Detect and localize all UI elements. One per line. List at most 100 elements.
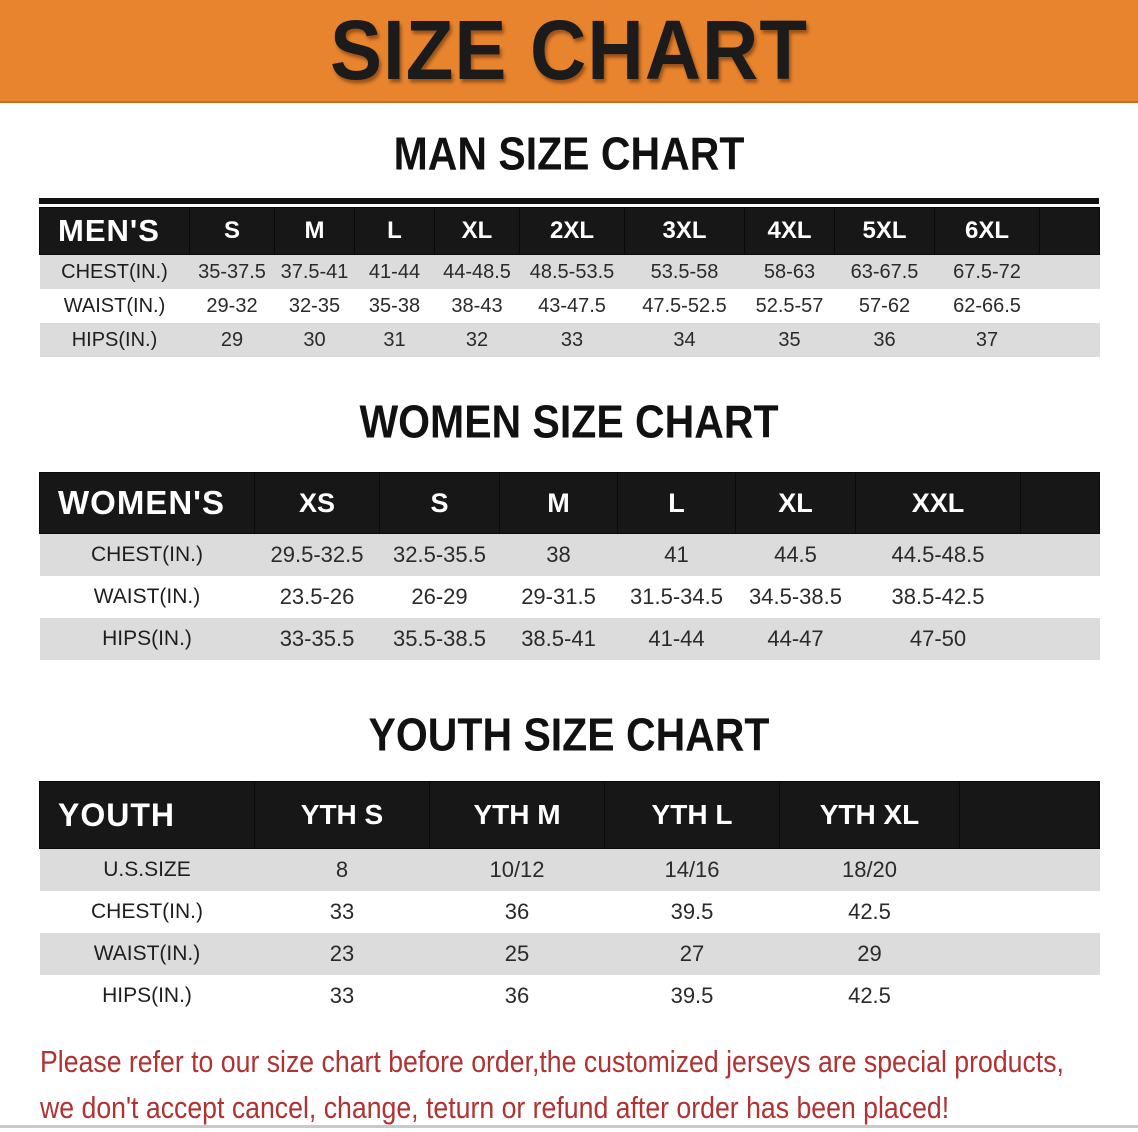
table-group-label: YOUTH bbox=[39, 781, 255, 849]
size-value-cell: 32.5-35.5 bbox=[393, 542, 486, 567]
size-value-cell: 44.5 bbox=[774, 542, 817, 567]
size-value-cell: 33 bbox=[329, 899, 355, 924]
measure-row-label: CHEST(IN.) bbox=[91, 543, 203, 566]
size-value-cell: 41 bbox=[664, 542, 689, 567]
size-column-header: 6XL bbox=[934, 207, 1040, 255]
size-value-cell: 10/12 bbox=[489, 857, 545, 882]
size-column-header: YTH M bbox=[429, 781, 605, 849]
size-value-cell: 26-29 bbox=[411, 584, 468, 609]
size-column-header: XL bbox=[735, 472, 856, 534]
size-column-header: M bbox=[499, 472, 618, 534]
women-section-heading: WOMEN SIZE CHART bbox=[0, 396, 1138, 448]
size-value-cell: 47.5-52.5 bbox=[642, 294, 727, 317]
table-row: CHEST(IN.) 33 36 39.5 42.5 bbox=[39, 891, 1100, 933]
women-section-heading-text: WOMEN SIZE CHART bbox=[359, 396, 779, 448]
men-header-row: MEN'S S M L XL 2XL 3XL 4XL 5XL 6XL bbox=[39, 207, 1100, 255]
size-column-header: YTH S bbox=[254, 781, 430, 849]
row-filler-cell bbox=[960, 849, 1100, 892]
size-value-cell: 39.5 bbox=[670, 983, 714, 1008]
size-value-cell: 32 bbox=[465, 328, 489, 351]
size-value-cell: 63-67.5 bbox=[850, 260, 919, 283]
table-group-label: WOMEN'S bbox=[39, 472, 255, 534]
size-value-cell: 18/20 bbox=[841, 857, 898, 882]
row-filler-cell bbox=[960, 933, 1100, 975]
table-row: CHEST(IN.) 35-37.5 37.5-41 41-44 44-48.5 48.5… bbox=[39, 254, 1100, 289]
size-value-cell: 29 bbox=[220, 328, 244, 351]
women-size-table: WOMEN'S XS S M L XL XXL CHEST(IN.) 29.5-32.5 32.… bbox=[39, 472, 1100, 660]
size-chart-banner: SIZE CHART bbox=[0, 0, 1138, 103]
youth-section-heading: YOUTH SIZE CHART bbox=[0, 709, 1138, 761]
size-value-cell: 33-35.5 bbox=[279, 626, 355, 651]
measure-row-label: CHEST(IN.) bbox=[61, 260, 168, 283]
size-column-header: YTH XL bbox=[779, 781, 960, 849]
size-column-header: XXL bbox=[855, 472, 1021, 534]
size-value-cell: 35 bbox=[778, 328, 801, 351]
size-value-cell: 42.5 bbox=[848, 983, 891, 1008]
size-value-cell: 29-31.5 bbox=[521, 584, 596, 609]
size-value-cell: 35-37.5 bbox=[198, 260, 266, 283]
row-filler-cell bbox=[1040, 323, 1100, 357]
table-row: HIPS(IN.) 29 30 31 32 33 34 35 36 37 bbox=[39, 323, 1100, 357]
youth-size-table: YOUTH YTH S YTH M YTH L YTH XL U.S.SIZE 8 10/1… bbox=[39, 781, 1100, 1017]
disclaimer-line-1: Please refer to our size chart before or… bbox=[40, 1044, 1064, 1079]
size-value-cell: 47-50 bbox=[909, 626, 967, 651]
measure-row-label: HIPS(IN.) bbox=[102, 627, 192, 650]
size-column-header: M bbox=[274, 207, 355, 255]
size-value-cell: 8 bbox=[335, 857, 349, 882]
size-column-header: S bbox=[189, 207, 275, 255]
size-value-cell: 41-44 bbox=[368, 260, 421, 283]
size-column-header: L bbox=[354, 207, 435, 255]
size-value-cell: 25 bbox=[504, 941, 530, 966]
size-value-cell: 44-47 bbox=[767, 626, 824, 651]
disclaimer: Please refer to our size chart before or… bbox=[40, 1043, 1138, 1127]
measure-row-label: U.S.SIZE bbox=[103, 858, 191, 881]
size-column-header: XL bbox=[434, 207, 520, 255]
measure-row-label: HIPS(IN.) bbox=[102, 984, 192, 1007]
table-row: HIPS(IN.) 33-35.5 35.5-38.5 38.5-41 41-44 44-… bbox=[39, 618, 1100, 660]
men-size-table-wrap: MEN'S S M L XL 2XL 3XL 4XL 5XL 6XL CHEST(IN.) 35-3… bbox=[39, 198, 1100, 357]
size-value-cell: 62-66.5 bbox=[953, 294, 1021, 317]
size-value-cell: 42.5 bbox=[848, 899, 891, 924]
size-column-header: YTH L bbox=[604, 781, 780, 849]
size-value-cell: 36 bbox=[504, 983, 530, 1008]
size-value-cell: 27 bbox=[679, 941, 705, 966]
row-filler-cell bbox=[1021, 576, 1100, 618]
header-filler-cell bbox=[1020, 472, 1100, 534]
size-column-header: 4XL bbox=[744, 207, 835, 255]
size-value-cell: 29-32 bbox=[206, 294, 258, 317]
row-filler-cell bbox=[960, 891, 1100, 933]
size-value-cell: 33 bbox=[560, 328, 584, 351]
size-value-cell: 38.5-42.5 bbox=[891, 584, 985, 609]
table-row: CHEST(IN.) 29.5-32.5 32.5-35.5 38 41 44.5 44.5… bbox=[39, 533, 1100, 576]
size-column-header: S bbox=[379, 472, 500, 534]
size-value-cell: 43-47.5 bbox=[538, 294, 606, 317]
size-value-cell: 29 bbox=[857, 941, 882, 966]
men-section-heading-text: MAN SIZE CHART bbox=[393, 128, 745, 180]
youth-size-table-wrap: YOUTH YTH S YTH M YTH L YTH XL U.S.SIZE 8 10/1… bbox=[39, 781, 1100, 1017]
page-title: SIZE CHART bbox=[330, 2, 808, 98]
size-value-cell: 37 bbox=[975, 328, 999, 351]
size-value-cell: 58-63 bbox=[763, 260, 816, 283]
size-value-cell: 44.5-48.5 bbox=[891, 542, 985, 567]
youth-header-row: YOUTH YTH S YTH M YTH L YTH XL bbox=[39, 781, 1100, 849]
disclaimer-line-2: we don't accept cancel, change, teturn o… bbox=[40, 1090, 950, 1125]
measure-row-label: WAIST(IN.) bbox=[93, 585, 201, 608]
size-value-cell: 31.5-34.5 bbox=[630, 584, 723, 609]
size-value-cell: 32-35 bbox=[288, 294, 341, 317]
size-value-cell: 34 bbox=[673, 328, 696, 351]
measure-row-label: WAIST(IN.) bbox=[93, 942, 201, 965]
size-value-cell: 57-62 bbox=[858, 294, 911, 317]
measure-row-label: CHEST(IN.) bbox=[91, 900, 203, 923]
size-value-cell: 14/16 bbox=[664, 857, 720, 882]
size-value-cell: 23 bbox=[329, 941, 355, 966]
table-row: WAIST(IN.) 29-32 32-35 35-38 38-43 43-47.5 47.… bbox=[39, 289, 1100, 323]
measure-row-label: WAIST(IN.) bbox=[63, 294, 166, 317]
women-header-row: WOMEN'S XS S M L XL XXL bbox=[39, 472, 1100, 534]
size-value-cell: 39.5 bbox=[670, 899, 714, 924]
header-filler-cell bbox=[959, 781, 1100, 849]
size-value-cell: 38.5-41 bbox=[521, 626, 596, 651]
size-value-cell: 38-43 bbox=[451, 294, 503, 317]
size-value-cell: 41-44 bbox=[648, 626, 705, 651]
size-value-cell: 52.5-57 bbox=[755, 294, 824, 317]
size-value-cell: 53.5-58 bbox=[650, 260, 719, 283]
